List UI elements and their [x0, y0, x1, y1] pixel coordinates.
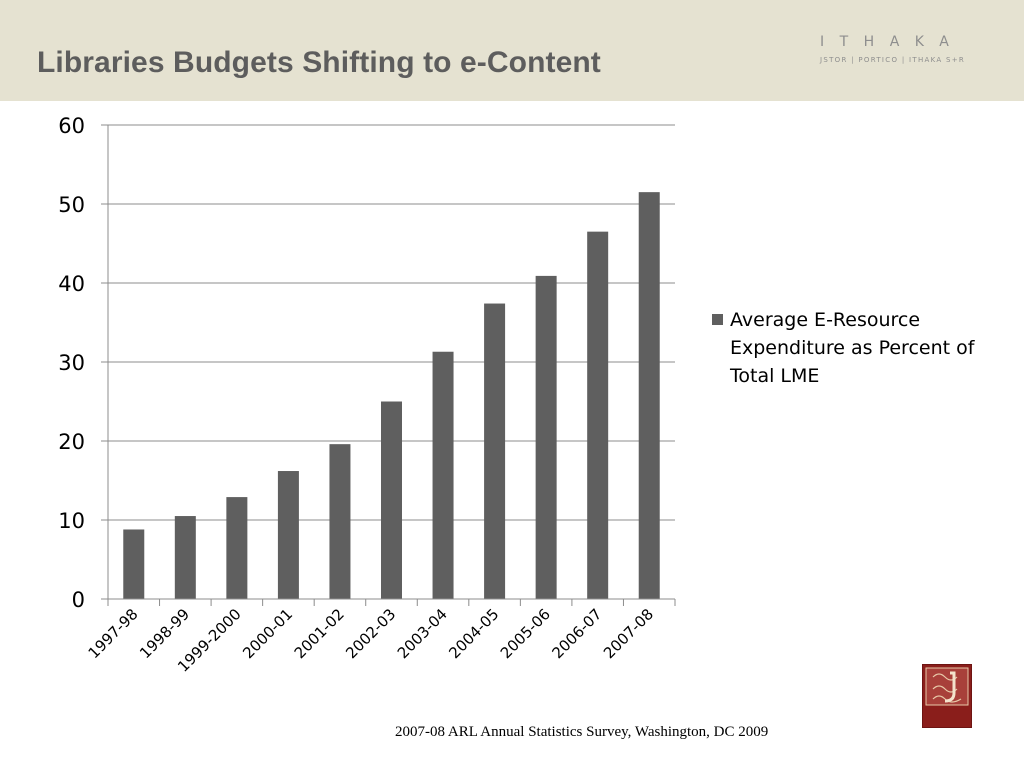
- y-tick-label: 50: [58, 193, 85, 217]
- jstor-logo: [922, 664, 972, 728]
- x-category-label: 2006-07: [548, 605, 605, 662]
- jstor-emblem-icon: [925, 667, 969, 723]
- ithaka-logo: ITHAKA JSTOR | PORTICO | ITHAKA S+R: [820, 34, 996, 64]
- y-tick-label: 30: [58, 351, 85, 375]
- bar-2000-01: [277, 471, 299, 599]
- header-band: Libraries Budgets Shifting to e-Content …: [0, 0, 1024, 101]
- brand-subtitle: JSTOR | PORTICO | ITHAKA S+R: [820, 56, 966, 64]
- x-category-label: 2004-05: [445, 605, 502, 662]
- bar-2002-03: [381, 401, 402, 599]
- bar-2001-02: [329, 444, 351, 599]
- slide-title: Libraries Budgets Shifting to e-Content: [37, 46, 601, 79]
- y-tick-label: 20: [58, 430, 85, 454]
- y-tick-label: 0: [72, 588, 85, 612]
- x-category-label: 2002-03: [342, 605, 399, 662]
- x-category-label: 2000-01: [239, 605, 296, 662]
- bar-2007-08: [638, 192, 660, 599]
- bar-1997-98: [123, 529, 145, 599]
- bar-2006-07: [587, 231, 609, 599]
- bar-2005-06: [535, 275, 557, 599]
- y-tick-label: 40: [58, 272, 85, 296]
- bar-1998-99: [174, 516, 196, 599]
- bar-2004-05: [484, 303, 506, 599]
- y-tick-label: 60: [58, 114, 85, 138]
- bar-1999-2000: [226, 497, 248, 599]
- legend: Average E-Resource Expenditure as Percen…: [712, 306, 982, 390]
- bars: [123, 192, 660, 599]
- brand-name: ITHAKA: [820, 34, 965, 50]
- axes: [101, 124, 676, 606]
- legend-swatch: [712, 314, 723, 325]
- legend-label: Average E-Resource Expenditure as Percen…: [730, 309, 975, 387]
- x-category-label: 2007-08: [600, 605, 657, 662]
- bar-2003-04: [432, 351, 454, 599]
- x-category-label: 2005-06: [497, 605, 554, 662]
- source-citation: 2007-08 ARL Annual Statistics Survey, Wa…: [395, 724, 769, 740]
- x-category-label: 1997-98: [85, 605, 142, 662]
- axis-labels: 01020304050601997-981998-991999-20002000…: [58, 114, 657, 676]
- x-category-label: 2003-04: [394, 605, 451, 662]
- x-category-label: 2001-02: [291, 605, 348, 662]
- y-tick-label: 10: [58, 509, 85, 533]
